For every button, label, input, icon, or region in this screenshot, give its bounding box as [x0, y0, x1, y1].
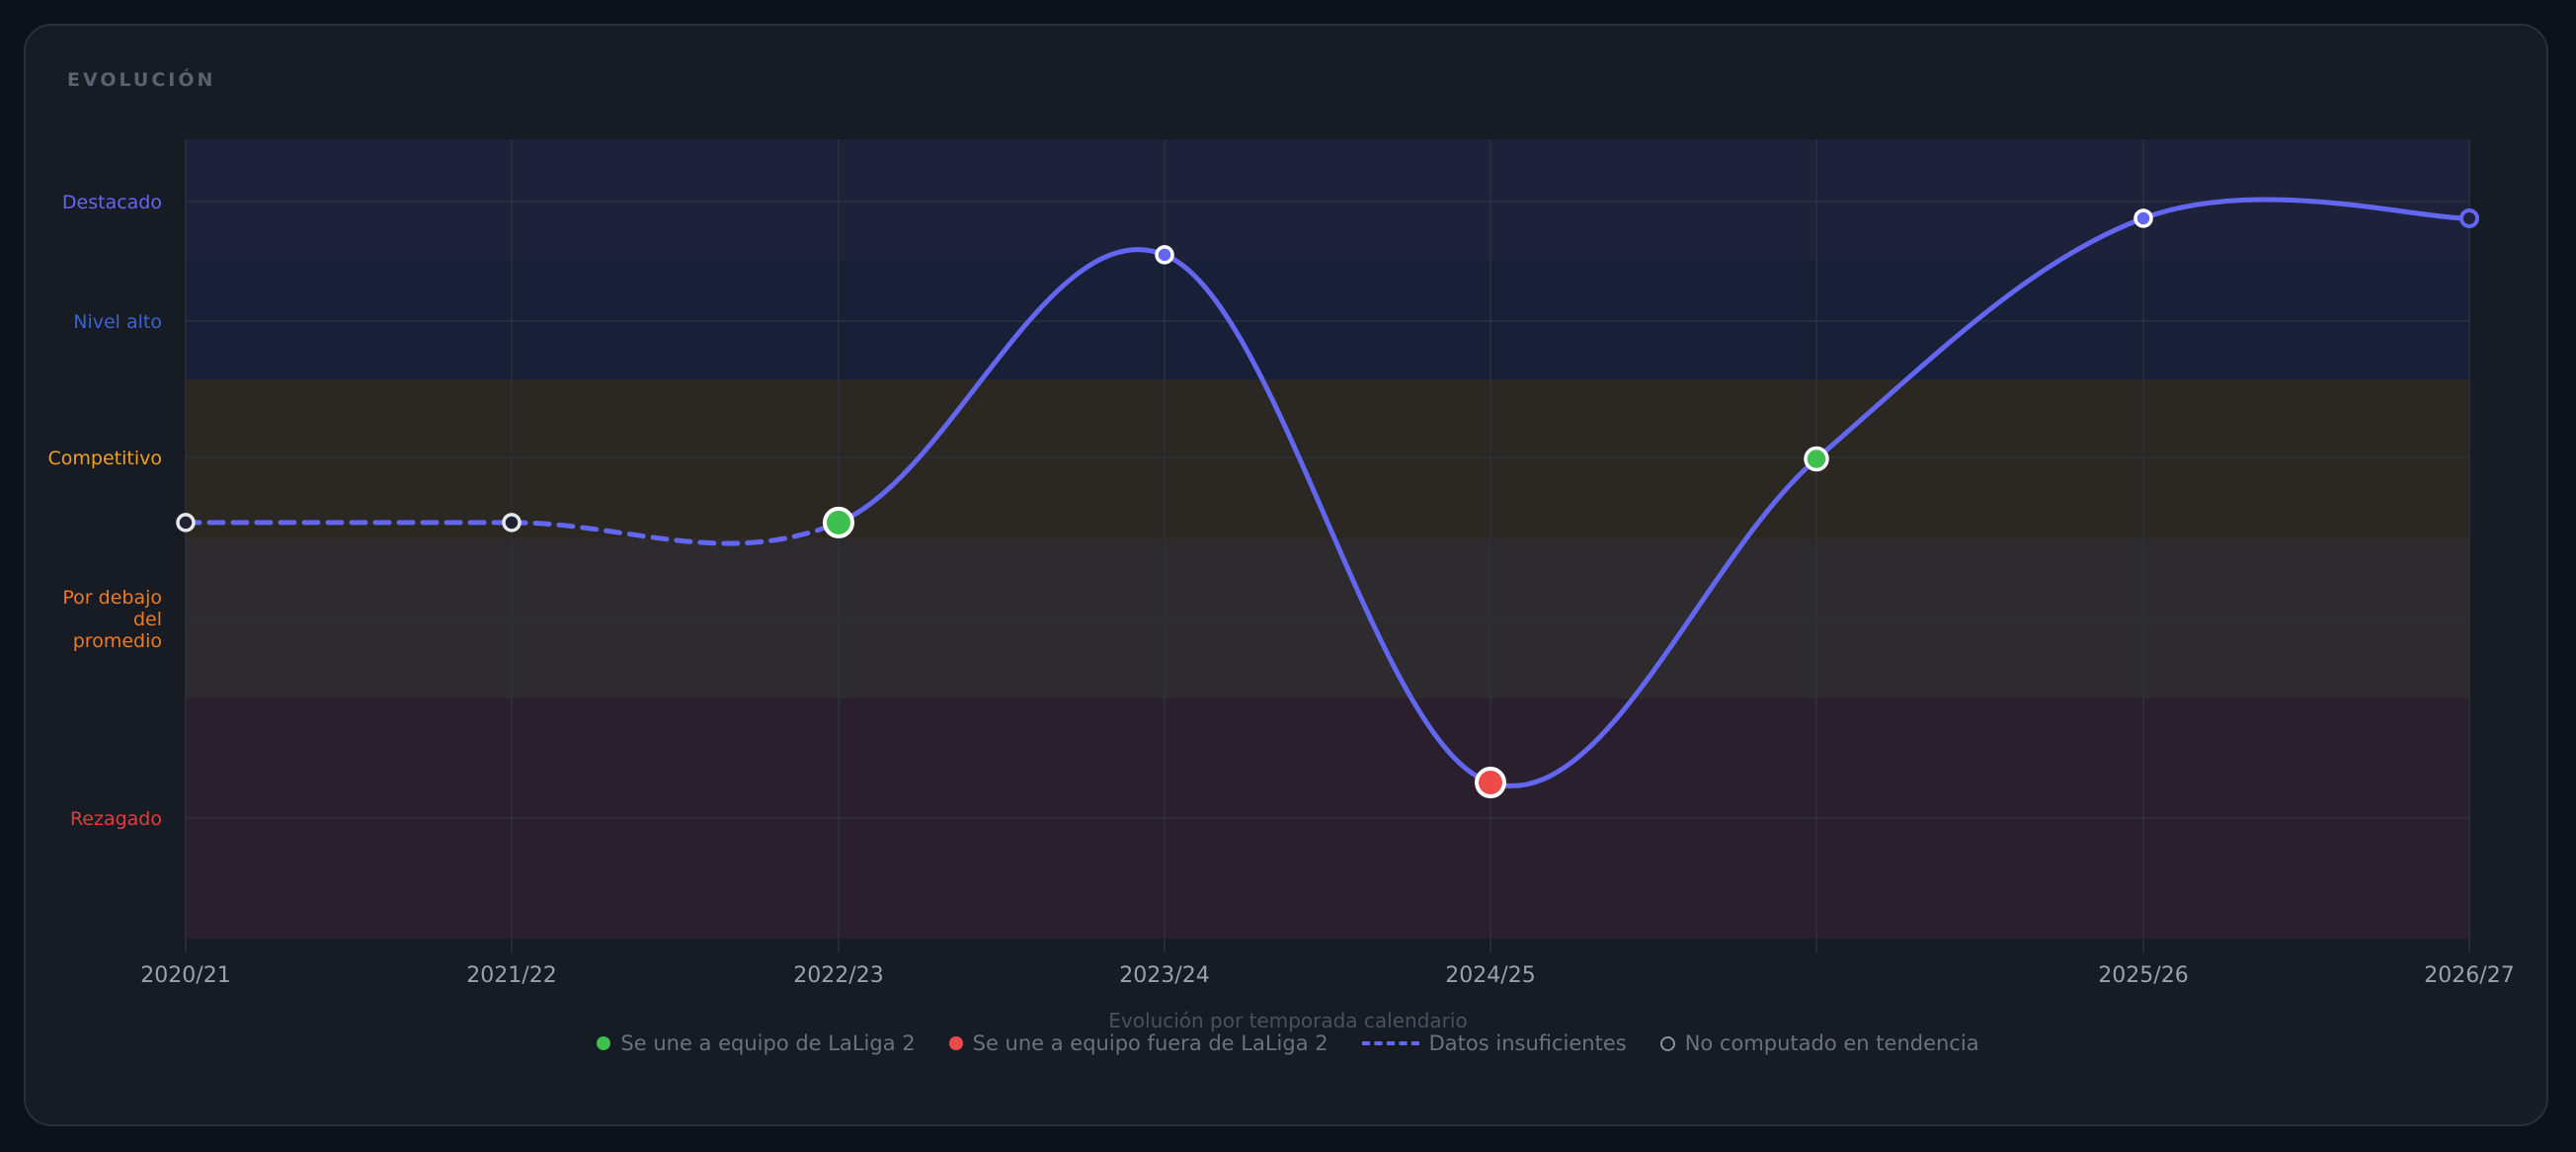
point-marker-ring: [176, 513, 196, 533]
band-label: Por debajo del promedio: [62, 587, 162, 652]
x-tick-label: 2023/24: [1119, 963, 1209, 988]
legend-item-insufficient-data[interactable]: Datos insuficientes: [1361, 1031, 1627, 1055]
legend-label: Se une a equipo fuera de LaLiga 2: [972, 1031, 1328, 1055]
series-dashed-segment: [509, 520, 842, 546]
ring-dot-icon: [1659, 1035, 1675, 1051]
evolution-chart: Destacado Nivel alto Competitivo Por debajo…: [48, 139, 2515, 1032]
point-marker-blue: [2133, 208, 2153, 228]
band-1: [186, 261, 2469, 379]
legend-item-not-computed[interactable]: No computado en tendencia: [1659, 1031, 1979, 1055]
band-label: Competitivo: [48, 448, 162, 469]
x-tick-label: 2021/22: [466, 963, 556, 988]
point-marker-hollow: [2459, 207, 2479, 228]
legend-item-laliga2[interactable]: Se une a equipo de LaLiga 2: [597, 1031, 916, 1055]
x-axis-label: Evolución por temporada calendario: [1108, 1009, 1467, 1032]
band-2: [186, 379, 2469, 538]
card-title: EVOLUCIÓN: [67, 69, 216, 91]
series-line-segment: [1162, 252, 1493, 785]
x-tick-label: 2025/26: [2098, 963, 2188, 988]
chart-legend: Se une a equipo de LaLiga 2 Se une a equ…: [0, 1031, 2576, 1055]
band-label: Destacado: [62, 192, 162, 213]
dashed-line-icon: [1361, 1041, 1419, 1045]
red-dot-icon: [948, 1036, 963, 1050]
series-line-segment: [1813, 215, 2146, 461]
legend-item-outside-laliga2[interactable]: Se une a equipo fuera de LaLiga 2: [948, 1031, 1328, 1055]
point-marker-red: [1475, 767, 1506, 799]
series-line-segment: [1488, 456, 1819, 788]
green-dot-icon: [597, 1036, 611, 1050]
legend-label: No computado en tendencia: [1684, 1031, 1979, 1055]
band-label: Rezagado: [70, 808, 162, 830]
band-label: Nivel alto: [73, 311, 162, 333]
point-marker-ring: [502, 513, 522, 533]
x-tick-label: 2020/21: [140, 963, 230, 988]
series-line-segment: [2140, 197, 2472, 221]
x-tick-label: 2024/25: [1445, 963, 1535, 988]
point-marker-blue: [1155, 245, 1174, 265]
x-tick-label: 2026/27: [2424, 963, 2514, 988]
legend-label: Datos insuficientes: [1428, 1031, 1627, 1055]
point-marker-green: [823, 506, 854, 538]
band-0: [186, 139, 2469, 261]
series-line-segment: [836, 247, 1167, 526]
legend-label: Se une a equipo de LaLiga 2: [620, 1031, 916, 1055]
x-tick-label: 2022/23: [793, 963, 883, 988]
point-marker-green: [1804, 446, 1829, 472]
